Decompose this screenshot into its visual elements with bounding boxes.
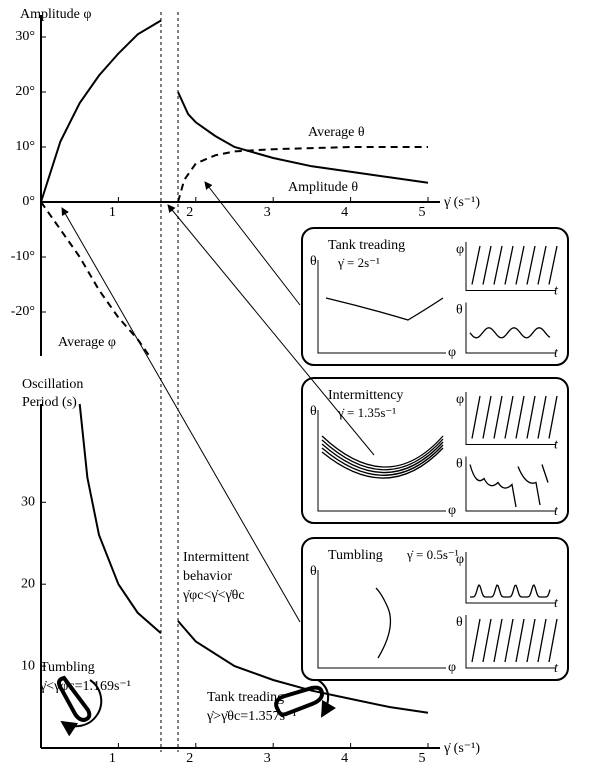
annotation: γ̇>γ̇θc=1.357s⁻¹ <box>206 709 297 724</box>
inset-sym: φ <box>456 392 464 407</box>
annotation: Intermittent <box>183 550 249 565</box>
inset-title: Tank treading <box>328 238 405 253</box>
inset-box <box>301 537 569 681</box>
inset-box <box>301 227 569 366</box>
tumbling-icon <box>57 675 92 723</box>
inset-t: t <box>554 504 559 519</box>
x-tick-label: 5 <box>419 205 426 220</box>
series-label: Amplitude θ <box>288 180 358 195</box>
inset-t: t <box>554 346 559 361</box>
annotation: γ̇φc<γ̇<γ̇θc <box>182 588 245 603</box>
inset-trace <box>469 327 551 339</box>
x-tick-label: 5 <box>419 751 426 766</box>
inset-axes <box>317 410 446 512</box>
y-tick-label: 0° <box>22 194 35 209</box>
x-tick-label: 2 <box>186 205 193 220</box>
inset-sym: θ <box>456 457 463 472</box>
inset-sym: θ <box>456 615 463 630</box>
inset-trace <box>470 583 551 598</box>
inset-theta: θ <box>310 254 317 269</box>
inset-phi: φ <box>448 345 456 360</box>
series-label: Amplitude φ <box>20 7 91 22</box>
pointer-arrow <box>204 181 301 306</box>
inset-t: t <box>554 438 559 453</box>
inset-rate: γ̇ = 0.5s⁻¹ <box>406 547 459 562</box>
y-axis-label: Oscillation <box>22 377 83 392</box>
inset-axes <box>465 392 556 445</box>
x-tick-label: 4 <box>341 205 348 220</box>
series-line <box>177 620 429 714</box>
inset-t: t <box>554 661 559 676</box>
inset-axes <box>317 260 446 354</box>
inset-trace <box>471 245 558 285</box>
inset-phi: φ <box>448 503 456 518</box>
rotation-arrow <box>317 679 336 718</box>
x-axis-label: γ̇ (s⁻¹) <box>443 741 480 756</box>
inset-axes <box>465 552 556 604</box>
x-axis-label: γ̇ (s⁻¹) <box>443 195 480 210</box>
inset-theta: θ <box>310 564 317 579</box>
series-label: Average θ <box>308 125 365 140</box>
series-line <box>177 91 429 184</box>
inset-t: t <box>554 284 559 299</box>
annotation: γ̇<γ̇φc=1.169s⁻¹ <box>39 679 131 694</box>
y-tick-label: 10° <box>15 139 35 154</box>
rotation-arrow <box>60 679 103 737</box>
inset-trajectory <box>325 297 444 321</box>
series-line <box>177 146 428 203</box>
pointer-arrow <box>61 207 301 623</box>
series-line <box>40 201 151 357</box>
series-line <box>40 19 162 203</box>
y-tick-label: -20° <box>11 304 35 319</box>
inset-sym: φ <box>456 552 464 567</box>
series-line <box>78 403 162 635</box>
annotation: behavior <box>183 569 232 584</box>
x-tick-label: 3 <box>264 751 271 766</box>
x-tick-label: 2 <box>186 751 193 766</box>
inset-trajectory <box>321 435 444 479</box>
x-tick-label: 1 <box>109 205 116 220</box>
y-tick-label: 10 <box>21 658 35 673</box>
x-tick-label: 4 <box>341 751 348 766</box>
inset-phi: φ <box>448 660 456 675</box>
inset-rate: γ̇ = 2s⁻¹ <box>337 255 380 270</box>
inset-trajectory <box>375 587 392 659</box>
inset-trace <box>469 464 549 508</box>
tank-icon <box>274 685 325 717</box>
series-label: Average φ <box>58 335 116 350</box>
inset-trace <box>471 618 558 663</box>
inset-axes <box>465 456 556 512</box>
annotation: Tank treading <box>207 690 284 705</box>
inset-sym: φ <box>456 242 464 257</box>
y-tick-label: 20 <box>21 576 35 591</box>
y-tick-label: -10° <box>11 249 35 264</box>
pointer-arrow <box>167 204 375 456</box>
inset-axes <box>465 302 556 354</box>
x-tick-label: 3 <box>264 205 271 220</box>
y-axis-label: Period (s) <box>22 395 77 410</box>
x-tick-label: 1 <box>109 751 116 766</box>
inset-axes <box>317 570 446 669</box>
y-tick-label: 30 <box>21 495 35 510</box>
y-tick-label: 30° <box>15 29 35 44</box>
inset-theta: θ <box>310 404 317 419</box>
inset-trace <box>471 395 558 439</box>
inset-title: Tumbling <box>328 548 383 563</box>
inset-sym: θ <box>456 303 463 318</box>
inset-axes <box>465 615 556 669</box>
inset-title: Intermittency <box>328 388 403 403</box>
inset-rate: γ̇ = 1.35s⁻¹ <box>337 405 396 420</box>
annotation: Tumbling <box>40 660 95 675</box>
inset-axes <box>465 242 556 291</box>
y-tick-label: 20° <box>15 84 35 99</box>
inset-t: t <box>554 596 559 611</box>
